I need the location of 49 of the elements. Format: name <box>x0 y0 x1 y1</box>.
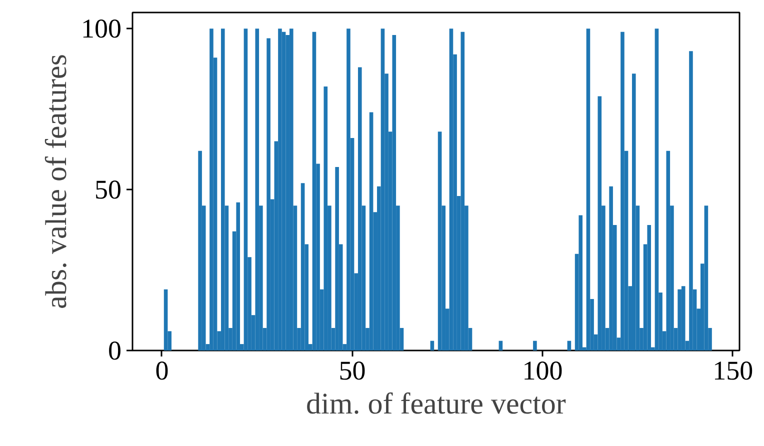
bar <box>380 28 385 350</box>
bar <box>312 32 316 350</box>
bar <box>449 28 454 350</box>
bar <box>300 183 305 350</box>
bar <box>278 28 282 350</box>
bar <box>358 67 362 350</box>
bar <box>681 286 686 350</box>
bar <box>438 132 442 350</box>
bar <box>324 86 328 350</box>
bar <box>289 28 294 350</box>
x-tick-label: 0 <box>155 356 169 386</box>
x-tick-label: 150 <box>712 356 754 386</box>
bar <box>346 28 350 350</box>
bar <box>266 38 270 350</box>
y-tick-label: 100 <box>81 14 122 44</box>
bar <box>654 28 659 350</box>
bar <box>578 215 583 350</box>
bar <box>632 74 636 350</box>
bar <box>678 289 682 350</box>
bar <box>255 28 260 350</box>
y-tick-label: 50 <box>94 174 122 205</box>
bar <box>210 28 214 350</box>
bar <box>282 32 286 350</box>
bar <box>609 186 613 350</box>
bar <box>236 202 240 350</box>
bar <box>620 32 624 350</box>
bar <box>220 28 225 350</box>
bar <box>666 150 670 350</box>
x-axis-title: dim. of feature vector <box>306 388 566 420</box>
y-tick-label: 0 <box>108 336 122 366</box>
bar <box>498 340 503 350</box>
bar <box>567 340 572 350</box>
bar <box>533 340 537 350</box>
x-tick-label: 100 <box>522 356 563 386</box>
bar <box>460 32 465 350</box>
bar <box>244 28 248 350</box>
bar <box>369 112 374 350</box>
x-tick-label: 50 <box>338 356 366 386</box>
bar <box>647 224 652 350</box>
bar <box>586 28 590 350</box>
bar <box>164 289 168 350</box>
bar <box>689 51 693 350</box>
y-axis-title: abs. value of features <box>40 54 73 309</box>
bar <box>430 340 434 350</box>
bar <box>335 167 339 350</box>
bar <box>198 150 202 350</box>
bar <box>598 96 602 350</box>
bar <box>392 35 396 350</box>
bar <box>704 206 708 350</box>
